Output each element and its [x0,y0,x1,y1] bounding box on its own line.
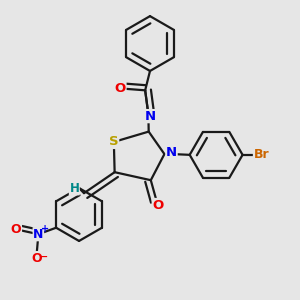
Text: O: O [152,199,164,212]
Text: O: O [115,82,126,95]
Text: S: S [109,135,119,148]
Text: N: N [144,110,156,123]
Text: N: N [33,228,43,241]
Text: N: N [166,146,177,159]
Text: H: H [69,182,79,195]
Text: +: + [41,224,50,234]
Text: O: O [11,223,21,236]
Text: O: O [32,252,42,265]
Text: −: − [39,252,49,262]
Text: Br: Br [254,148,269,161]
